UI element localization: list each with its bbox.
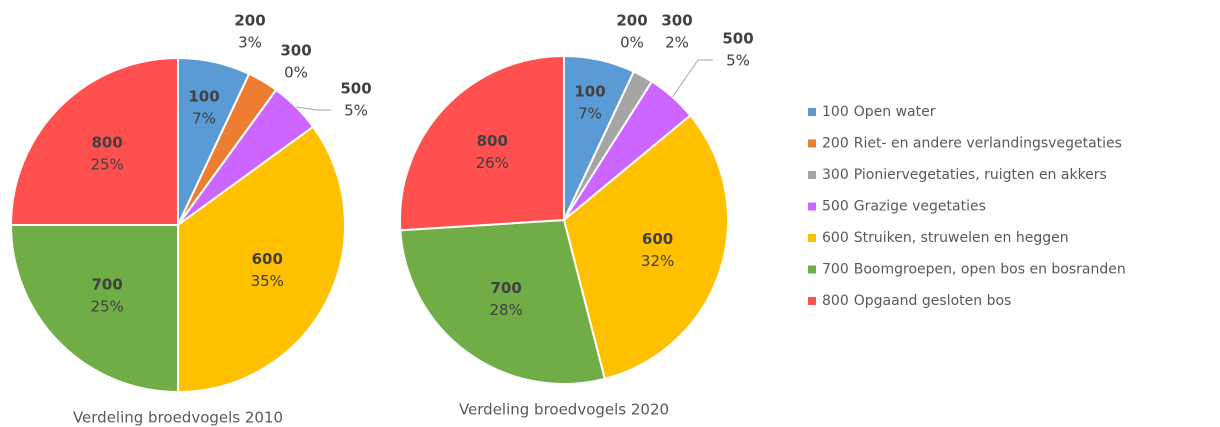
slice-code: 100	[188, 88, 219, 106]
slice-label: 26%	[476, 154, 509, 172]
slice-code: 500	[722, 30, 753, 48]
slice-code: 800	[91, 134, 122, 152]
slice-label: 25%	[90, 297, 123, 315]
leader-line	[296, 106, 331, 111]
slice-label: 28%	[489, 301, 522, 319]
legend-code: 700	[822, 262, 849, 278]
pie-slice	[399, 218, 607, 385]
slice-label: 5%	[344, 102, 368, 120]
legend-label: Boomgroepen, open bos en bosranden	[854, 262, 1126, 278]
pie-slice	[9, 56, 179, 226]
legend-entry: 100 Open water	[822, 104, 936, 120]
pie-slice	[9, 224, 179, 394]
slice-label: 25%	[90, 156, 123, 174]
slice-label: 7%	[578, 105, 602, 123]
legend-label: Opgaand gesloten bos	[854, 293, 1012, 309]
legend-swatch	[808, 171, 816, 179]
pie-slice	[177, 125, 346, 394]
slice-code: 700	[91, 275, 122, 293]
legend-swatch	[808, 139, 816, 148]
slice-label: 0%	[284, 64, 308, 82]
legend-label: Riet- en andere verlandingsvegetaties	[854, 136, 1122, 152]
slice-label: 32%	[641, 252, 674, 270]
slice-code: 200	[234, 12, 265, 30]
legend-code: 100	[822, 104, 849, 120]
legend-swatch	[808, 108, 816, 116]
legend-code: 600	[822, 230, 849, 246]
legend-code: 200	[822, 136, 849, 152]
legend-entry: 800 Opgaand gesloten bos	[822, 293, 1011, 309]
slice-label: 0%	[620, 34, 644, 52]
slice-code: 700	[491, 279, 522, 297]
slice-code: 500	[340, 80, 371, 98]
legend-swatch	[808, 202, 816, 211]
legend-swatch	[808, 297, 816, 305]
chart-title: Verdeling broedvogels 2010	[73, 409, 283, 427]
legend-entry: 200 Riet- en andere verlandingsvegetaties	[822, 136, 1122, 152]
slice-code: 300	[280, 42, 311, 60]
legend-entry: 600 Struiken, struwelen en heggen	[822, 230, 1069, 246]
slice-label: 7%	[192, 110, 216, 128]
slice-code: 200	[616, 12, 647, 30]
legend-code: 500	[822, 199, 849, 215]
slice-code: 300	[661, 12, 692, 30]
slice-label: 35%	[251, 272, 284, 290]
slice-code: 100	[574, 83, 605, 101]
legend-code: 300	[822, 167, 849, 183]
legend-label: Open water	[854, 104, 936, 120]
legend-code: 800	[822, 293, 849, 309]
legend-label: Grazige vegetaties	[854, 199, 986, 215]
legend-label: Pioniervegetaties, ruigten en akkers	[854, 167, 1107, 183]
leader-line	[672, 59, 713, 98]
slice-label: 5%	[726, 52, 750, 70]
slice-label: 2%	[665, 34, 689, 52]
pie-slice	[399, 54, 565, 232]
legend-swatch	[808, 265, 816, 274]
legend-entry: 700 Boomgroepen, open bos en bosranden	[822, 262, 1126, 278]
legend-entry: 500 Grazige vegetaties	[822, 199, 986, 215]
legend-entry: 300 Pioniervegetaties, ruigten en akkers	[822, 167, 1107, 183]
pie-slice	[562, 114, 729, 381]
slice-code: 800	[477, 132, 508, 150]
legend-label: Struiken, struwelen en heggen	[854, 230, 1069, 246]
slice-code: 600	[642, 230, 673, 248]
slice-label: 3%	[238, 34, 262, 52]
chart-title: Verdeling broedvogels 2020	[459, 401, 669, 419]
legend-swatch	[808, 234, 816, 242]
slice-code: 600	[252, 250, 283, 268]
